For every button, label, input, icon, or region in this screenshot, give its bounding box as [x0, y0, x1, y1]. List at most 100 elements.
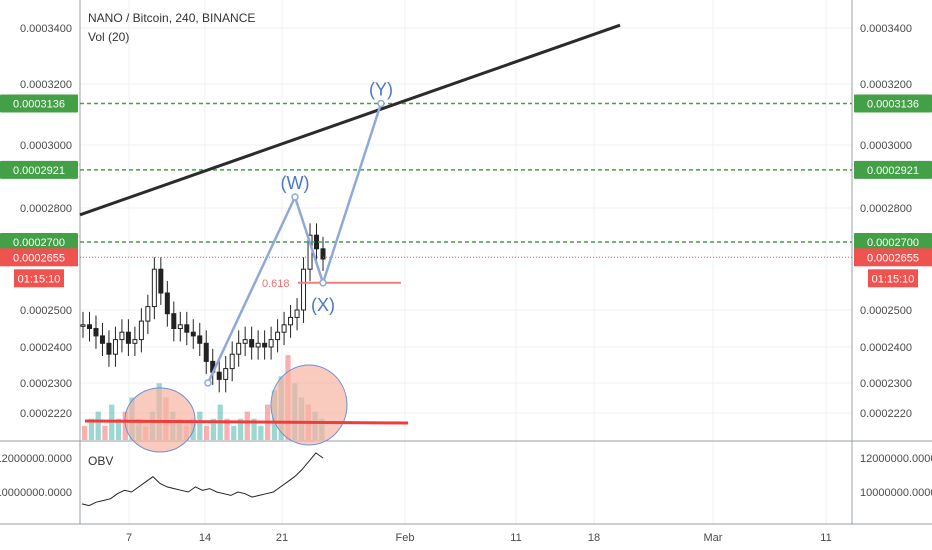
current-price-tag-left-label: 0.0002655 [13, 252, 65, 264]
level-tag-right-label: 0.0003136 [867, 99, 919, 111]
candles [80, 223, 326, 393]
candle-body [255, 342, 261, 348]
level-tag-left-label: 0.0002921 [13, 165, 65, 177]
price-tags: 0.0003136 0.0003136 0.0002921 0.0002921 0.00… [0, 94, 932, 288]
candle-body [268, 339, 274, 348]
obv-line [81, 452, 324, 507]
right-tick-label: 0.0002400 [860, 342, 912, 354]
left-price-axis: 0.0003400 0.0003200 0.0003000 0.0002800 0.00… [0, 23, 72, 499]
candle-body [242, 339, 248, 344]
volume-bar [258, 425, 264, 440]
countdown-tag-right [868, 269, 918, 288]
candle-body [177, 324, 183, 329]
wave-label-w: (W) [281, 173, 310, 193]
volume-bar [88, 418, 95, 440]
wave-point [204, 379, 212, 387]
candle-body [294, 309, 300, 318]
left-tick-label: 0.0003200 [20, 79, 72, 91]
candle-body [86, 324, 92, 329]
candle-body [229, 353, 235, 370]
level-tag-right [854, 233, 932, 251]
right-tick-label: 0.0003000 [860, 140, 912, 152]
fib-label: 0.618 [262, 278, 290, 290]
wave-point [377, 99, 385, 108]
candle-body [125, 331, 131, 344]
level-tag-right-label: 0.0002700 [867, 237, 919, 249]
wave-label-x: (X) [311, 295, 335, 315]
candle-body [164, 292, 170, 315]
volume-bar [231, 425, 237, 440]
candle-body [262, 342, 268, 348]
level-tag-right [854, 160, 932, 179]
obv-right-tick-label: 10000000.0000 [860, 487, 932, 499]
volume-bar [197, 411, 203, 440]
right-price-axis: 0.0003400 0.0003200 0.0003000 0.0002800 0.00… [860, 23, 932, 499]
candle-body [314, 234, 320, 250]
volume-bar [237, 418, 244, 440]
candle-body [132, 339, 138, 344]
volume-bar [95, 411, 101, 440]
right-tick-label: 0.0003200 [860, 79, 912, 91]
time-axis: 7 14 21 Feb 11 18 Mar 11 [126, 532, 832, 544]
current-price-tag-left [0, 248, 78, 267]
x-tick-label: Feb [396, 532, 415, 544]
candle-body [145, 306, 151, 322]
x-tick-label: 7 [126, 532, 132, 544]
candle-body [236, 342, 242, 355]
left-tick-label: 0.0003400 [20, 23, 72, 35]
obv-series [81, 452, 324, 507]
trend-line [79, 23, 621, 217]
current-price-tag-right [854, 248, 932, 267]
level-tag-left-label: 0.0002700 [13, 237, 65, 249]
wave-point [291, 193, 299, 201]
left-tick-label: 0.0003000 [20, 140, 72, 152]
candle-body [197, 335, 203, 344]
volume-bar [251, 418, 257, 440]
x-tick-label: 11 [510, 532, 521, 544]
left-tick-label: 0.0002800 [20, 203, 72, 215]
right-tick-label: 0.0002800 [860, 203, 912, 215]
level-tag-right [854, 94, 932, 113]
volume-bar [204, 425, 210, 440]
candle-body [301, 268, 307, 311]
left-tick-label: 0.0002300 [20, 378, 72, 390]
candle-body [203, 342, 209, 362]
obv-left-tick-label: 10000000.0000 [0, 487, 72, 499]
x-tick-label: 21 [276, 532, 288, 544]
left-tick-label: 0.0002400 [20, 342, 72, 354]
candle-body [288, 316, 294, 326]
volume-bar [224, 418, 230, 440]
candle-body [138, 320, 144, 341]
volume-bar [115, 418, 122, 440]
level-tag-left [0, 233, 78, 251]
candle-body [99, 335, 105, 344]
candle-body [275, 331, 281, 341]
wave-label-y: (Y) [369, 80, 393, 100]
wave-line [206, 103, 383, 384]
candle-body [190, 331, 196, 337]
countdown-tag-right-label: 01:15:10 [872, 273, 915, 285]
candle-body [320, 248, 326, 260]
countdown-tag-left [14, 269, 64, 288]
candle-body [216, 371, 222, 380]
x-tick-label: 11 [820, 532, 831, 544]
right-tick-label: 0.0002300 [860, 378, 912, 390]
level-tag-left [0, 160, 78, 179]
candle-body [151, 268, 157, 308]
candle-body [249, 339, 255, 348]
x-tick-label: Mar [704, 532, 723, 544]
current-price-tag-right-label: 0.0002655 [867, 252, 919, 264]
right-tick-label: 0.0002220 [860, 408, 912, 420]
support-line [84, 419, 409, 425]
candle-body [119, 331, 125, 341]
volume-bar [244, 411, 250, 440]
candle-body [93, 328, 99, 337]
volume-bar [102, 425, 108, 440]
volume-circle [270, 364, 348, 446]
right-tick-label: 0.0002500 [860, 305, 912, 317]
volume-bar [210, 418, 217, 440]
obv-legend: OBV [88, 454, 113, 468]
candle-body [281, 324, 287, 333]
